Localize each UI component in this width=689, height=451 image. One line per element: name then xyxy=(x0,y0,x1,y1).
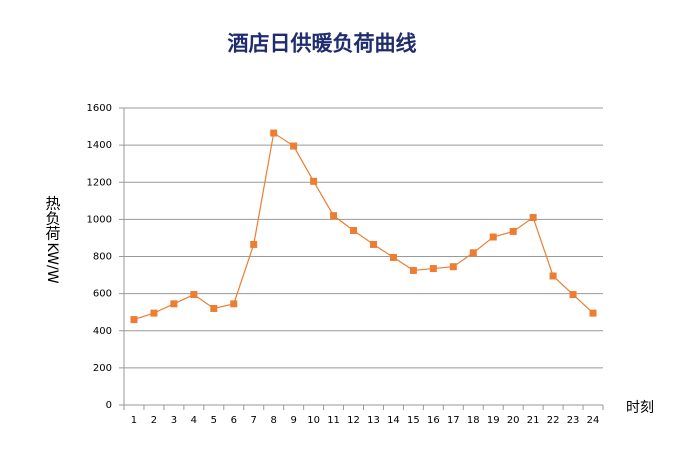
x-tick-label: 6 xyxy=(231,415,237,426)
marker xyxy=(250,240,258,248)
x-tick-label: 18 xyxy=(467,415,480,426)
y-tick-label: 1600 xyxy=(87,103,112,114)
y-tick-label: 1400 xyxy=(87,140,112,151)
marker xyxy=(369,240,377,248)
x-tick-label: 13 xyxy=(367,415,380,426)
marker xyxy=(569,291,577,299)
y-tick-label: 1200 xyxy=(87,177,112,188)
x-tick-label: 10 xyxy=(307,415,320,426)
marker xyxy=(190,291,198,299)
marker xyxy=(350,227,358,235)
marker xyxy=(230,300,238,308)
marker xyxy=(589,309,597,317)
x-axis-label: 时刻 xyxy=(626,400,654,416)
marker xyxy=(469,249,477,257)
x-tick-label: 15 xyxy=(407,415,420,426)
x-tick-label: 9 xyxy=(290,415,296,426)
y-tick-label: 200 xyxy=(93,363,112,374)
x-tick-label: 3 xyxy=(171,415,177,426)
x-tick-label: 12 xyxy=(347,415,360,426)
x-tick-label: 14 xyxy=(387,415,400,426)
y-tick-label: 400 xyxy=(93,326,112,337)
marker xyxy=(210,304,218,312)
marker xyxy=(130,316,138,324)
marker xyxy=(449,263,457,271)
x-tick-label: 7 xyxy=(251,415,257,426)
x-tick-label: 2 xyxy=(151,415,157,426)
y-axis-unit: KW/W xyxy=(44,242,60,283)
marker xyxy=(489,233,497,241)
x-tick-label: 17 xyxy=(447,415,460,426)
marker xyxy=(509,227,517,235)
marker xyxy=(310,177,318,185)
line xyxy=(133,132,594,321)
chart-title: 酒店日供暖负荷曲线 xyxy=(228,31,417,56)
marker xyxy=(429,265,437,273)
x-tick-label: 23 xyxy=(567,415,580,426)
y-tick-label: 1000 xyxy=(87,214,112,225)
x-tick-label: 11 xyxy=(327,415,340,426)
marker xyxy=(409,266,417,274)
x-tick-label: 21 xyxy=(527,415,540,426)
x-tick-label: 16 xyxy=(427,415,440,426)
x-tick-label: 22 xyxy=(547,415,560,426)
y-axis-label: 热负荷 xyxy=(44,196,62,242)
x-tick-label: 4 xyxy=(191,415,197,426)
marker xyxy=(270,129,278,137)
x-tick-label: 24 xyxy=(587,415,600,426)
marker xyxy=(389,253,397,261)
marker xyxy=(150,309,158,317)
x-tick-label: 19 xyxy=(487,415,500,426)
x-tick-label: 20 xyxy=(507,415,520,426)
y-tick-label: 800 xyxy=(93,252,112,263)
x-tick-label: 8 xyxy=(271,415,277,426)
marker xyxy=(529,214,537,222)
y-tick-label: 600 xyxy=(93,289,112,300)
marker xyxy=(170,300,178,308)
marker xyxy=(290,142,298,150)
marker xyxy=(330,212,338,220)
marker xyxy=(549,272,557,280)
y-tick-label: 0 xyxy=(106,400,112,411)
x-tick-label: 1 xyxy=(131,415,137,426)
x-tick-label: 5 xyxy=(211,415,217,426)
